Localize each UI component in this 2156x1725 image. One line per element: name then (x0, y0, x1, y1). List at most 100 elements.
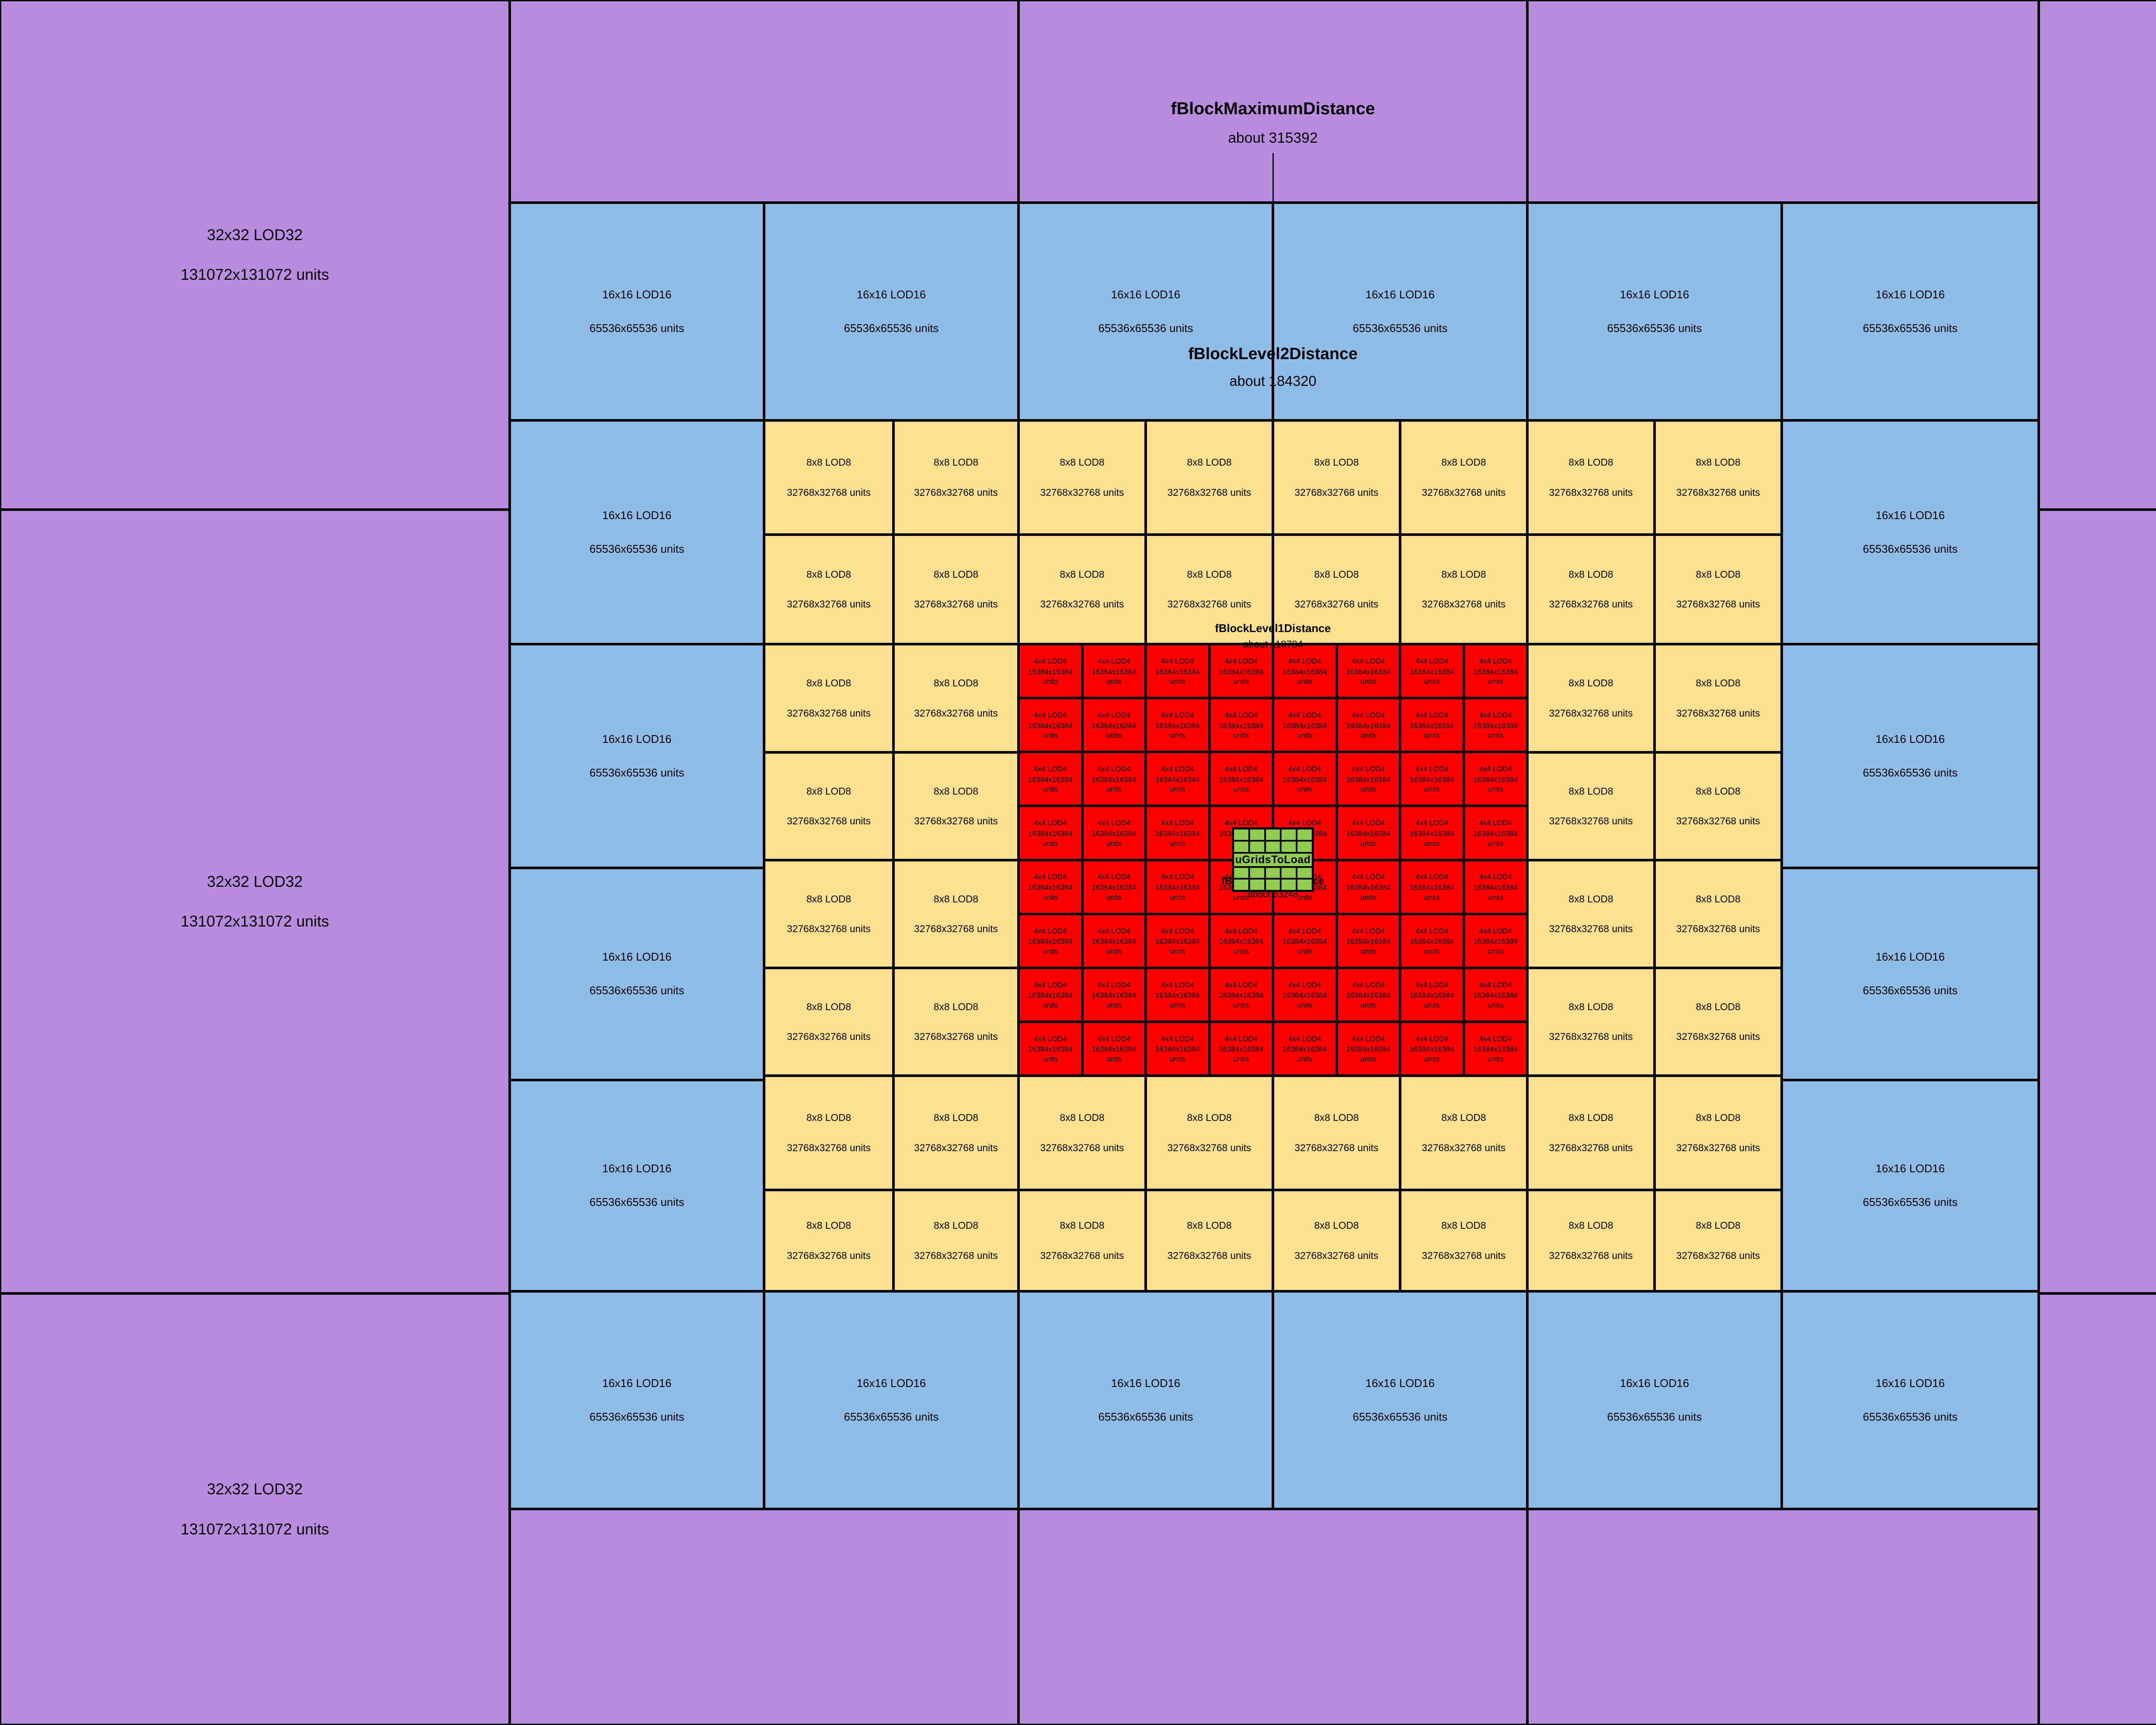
lod-cell-units: units (1233, 677, 1249, 686)
lod-cell-label: 16x16 LOD16 (1111, 288, 1181, 301)
lod-cell-size: 16384x16384 (1410, 667, 1454, 676)
lod-cell-units: units (1297, 677, 1313, 686)
lod-cell-units: units (1169, 1001, 1185, 1009)
lod-cell-label: 16x16 LOD16 (1875, 508, 1945, 522)
lod-cell-size: 32768x32768 units (1676, 923, 1760, 934)
lod-cell-units: units (1488, 677, 1504, 686)
lod-cell-size: 32768x32768 units (914, 1249, 998, 1261)
ugrids-to-load-label: uGridsToLoad (1233, 852, 1313, 867)
lod-cell-label: 8x8 LOD8 (806, 568, 851, 580)
lod-cell-label: 4x4 LOD4 (1224, 819, 1258, 827)
lod-cell-size: 16384x16384 (1346, 883, 1391, 892)
lod-cell-lod8: 8x8 LOD8 32768x32768 units (1018, 1190, 1146, 1291)
lod-cell-label: 4x4 LOD4 (1415, 657, 1449, 665)
lod-cell-size: 32768x32768 units (1422, 598, 1506, 610)
lod-cell-label: 16x16 LOD16 (1365, 1376, 1435, 1390)
lod-cell-label: 16x16 LOD16 (1620, 288, 1689, 301)
lod-cell-units: units (1233, 785, 1249, 794)
lod-cell-size: 65536x65536 units (1353, 321, 1448, 335)
lod-cell-size: 32768x32768 units (787, 923, 871, 934)
lod-cell-units: units (1106, 731, 1122, 740)
lod-cell-size: 16384x16384 (1091, 1045, 1136, 1054)
lod-cell-size: 65536x65536 units (1863, 766, 1958, 779)
lod-cell-label: 4x4 LOD4 (1097, 711, 1131, 720)
lod-cell-size: 65536x65536 units (589, 321, 684, 335)
lod-cell-lod8: 8x8 LOD8 32768x32768 units (1400, 1190, 1527, 1291)
lod-cell-lod8: 8x8 LOD8 32768x32768 units (1527, 1190, 1655, 1291)
lod-cell-label: 4x4 LOD4 (1288, 711, 1322, 720)
lod-cell-label: 8x8 LOD8 (1314, 457, 1359, 468)
lod-cell-label: 16x16 LOD16 (856, 288, 926, 301)
lod-cell-size: 65536x65536 units (589, 766, 684, 779)
lod-cell-units: units (1042, 785, 1058, 794)
lod-cell-label: 8x8 LOD8 (806, 1112, 851, 1124)
lod-cell-label: 8x8 LOD8 (806, 457, 851, 468)
lod-cell-label: 8x8 LOD8 (806, 1220, 851, 1231)
lod-cell-size: 65536x65536 units (1607, 1410, 1702, 1423)
lod-cell-size: 131072x131072 units (180, 266, 329, 283)
lod-cell-lod8: 8x8 LOD8 32768x32768 units (764, 420, 893, 535)
lod-cell-size: 65536x65536 units (1863, 1196, 1958, 1208)
lod-cell-label: 16x16 LOD16 (1365, 288, 1435, 301)
lod-cell-lod16: 16x16 LOD16 65536x65536 units (1527, 203, 1782, 420)
lod-cell-size: 32768x32768 units (914, 923, 998, 934)
lod-cell-label: 8x8 LOD8 (1441, 457, 1486, 468)
lod-cell-label: 8x8 LOD8 (1568, 1220, 1614, 1231)
lod-cell-label: 16x16 LOD16 (602, 288, 672, 301)
lod-cell-units: units (1169, 785, 1185, 794)
lod-cell-units: units (1106, 947, 1122, 955)
lod-cell-lod16: 16x16 LOD16 65536x65536 units (1527, 1291, 1782, 1509)
lod-cell-units: units (1106, 1001, 1122, 1009)
lod-cell-units: units (1360, 893, 1376, 902)
lod-cell-lod8: 8x8 LOD8 32768x32768 units (1146, 535, 1273, 644)
lod-cell-size: 32768x32768 units (1676, 1031, 1760, 1042)
lod-cell-units: units (1233, 1055, 1249, 1064)
lod-cell-lod16: 16x16 LOD16 65536x65536 units (764, 203, 1018, 420)
lod-cell-size: 32768x32768 units (1549, 1142, 1633, 1153)
lod-cell-units: units (1424, 1055, 1440, 1064)
lod-cell-label: 4x4 LOD4 (1479, 657, 1512, 665)
lod-cell-lod8: 8x8 LOD8 32768x32768 units (1400, 1076, 1527, 1190)
lod-cell-size: 16384x16384 (1346, 991, 1391, 1000)
lod-cell-size: 65536x65536 units (1863, 984, 1958, 997)
lod-cell-units: units (1169, 677, 1185, 686)
lod-cell-label: 4x4 LOD4 (1224, 927, 1258, 935)
lod-cell-size: 32768x32768 units (1040, 598, 1124, 610)
lod-cell-size: 16384x16384 (1473, 829, 1518, 838)
lod-cell-label: 8x8 LOD8 (1314, 568, 1359, 580)
ugrid-cell (1233, 840, 1249, 853)
lod-cell-lod16: 16x16 LOD16 65536x65536 units (510, 1080, 764, 1291)
lod-cell-label: 8x8 LOD8 (934, 568, 978, 580)
lod-cell-lod16: 16x16 LOD16 65536x65536 units (1782, 420, 2039, 644)
lod-cell-label: 4x4 LOD4 (1161, 1034, 1194, 1043)
lod-cell-lod16: 16x16 LOD16 65536x65536 units (510, 420, 764, 644)
lod-cell-lod8: 8x8 LOD8 32768x32768 units (1146, 1076, 1273, 1190)
lod-cell-units: units (1042, 947, 1058, 955)
ugrid-cell (1249, 840, 1265, 853)
lod-cell-label: 4x4 LOD4 (1415, 819, 1449, 827)
lod-cell-units: units (1169, 839, 1185, 848)
lod-cell-size: 16384x16384 (1091, 991, 1136, 1000)
lod-cell-units: units (1297, 947, 1313, 955)
lod-cell-lod16: 16x16 LOD16 65536x65536 units (1782, 1291, 2039, 1509)
lod-cell-label: 8x8 LOD8 (1441, 1220, 1486, 1231)
lod-cell-label: 16x16 LOD16 (602, 732, 672, 745)
lod-cell-size: 131072x131072 units (180, 1520, 329, 1538)
lod-cell-lod8: 8x8 LOD8 32768x32768 units (893, 1076, 1018, 1190)
